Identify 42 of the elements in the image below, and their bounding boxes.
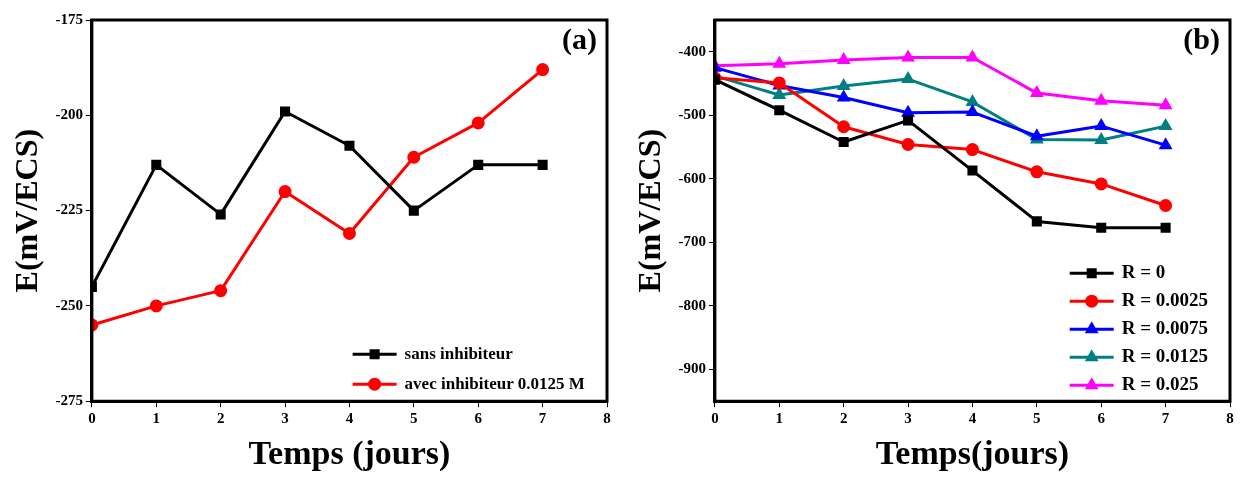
x-tick-label: 1 xyxy=(152,410,161,427)
x-tick-label: 4 xyxy=(968,410,977,427)
y-tick-label: -500 xyxy=(678,106,706,123)
x-tick-label: 5 xyxy=(410,410,418,427)
y-tick-label: -275 xyxy=(55,392,83,409)
x-tick-label: 7 xyxy=(538,410,547,427)
x-tick-label: 2 xyxy=(839,410,848,427)
x-tick-label: 3 xyxy=(281,410,289,427)
x-tick-label: 6 xyxy=(1097,410,1106,427)
y-tick-label: -175 xyxy=(55,10,83,27)
x-tick-label: 3 xyxy=(904,410,912,427)
y-tick-label: -225 xyxy=(55,201,83,218)
legend-label: sans inhibiteur xyxy=(404,343,514,363)
x-axis-title: Temps(jours) xyxy=(875,434,1070,473)
y-axis-title: E(mV/ECS) xyxy=(8,128,45,293)
x-tick-label: 7 xyxy=(1161,410,1170,427)
legend-label: avec inhibiteur 0.0125 M xyxy=(404,373,585,393)
x-tick-label: 8 xyxy=(1226,410,1234,427)
legend-label: R = 0.0025 xyxy=(1121,289,1209,311)
x-tick-label: 5 xyxy=(1033,410,1041,427)
legend-label: R = 0.025 xyxy=(1121,373,1199,395)
y-tick-label: -250 xyxy=(55,296,83,313)
x-tick-label: 0 xyxy=(711,410,719,427)
y-tick-label: -900 xyxy=(678,360,706,377)
y-tick-label: -800 xyxy=(678,296,706,313)
y-tick-label: -400 xyxy=(678,42,706,59)
x-tick-label: 1 xyxy=(775,410,784,427)
x-tick-label: 4 xyxy=(345,410,354,427)
legend-label: R = 0.0125 xyxy=(1121,345,1209,367)
x-tick-label: 2 xyxy=(216,410,225,427)
x-axis-title: Temps (jours) xyxy=(248,434,451,473)
y-axis-title: E(mV/ECS) xyxy=(631,128,668,293)
y-tick-label: -700 xyxy=(678,233,706,250)
annotation: (b) xyxy=(1183,21,1220,56)
legend-label: R = 0.0075 xyxy=(1121,317,1209,339)
x-tick-label: 8 xyxy=(603,410,611,427)
y-tick-label: -600 xyxy=(678,169,706,186)
legend-label: R = 0 xyxy=(1121,261,1166,283)
annotation: (a) xyxy=(562,21,597,56)
x-tick-label: 6 xyxy=(474,410,483,427)
x-tick-label: 0 xyxy=(88,410,96,427)
y-tick-label: -200 xyxy=(55,106,83,123)
